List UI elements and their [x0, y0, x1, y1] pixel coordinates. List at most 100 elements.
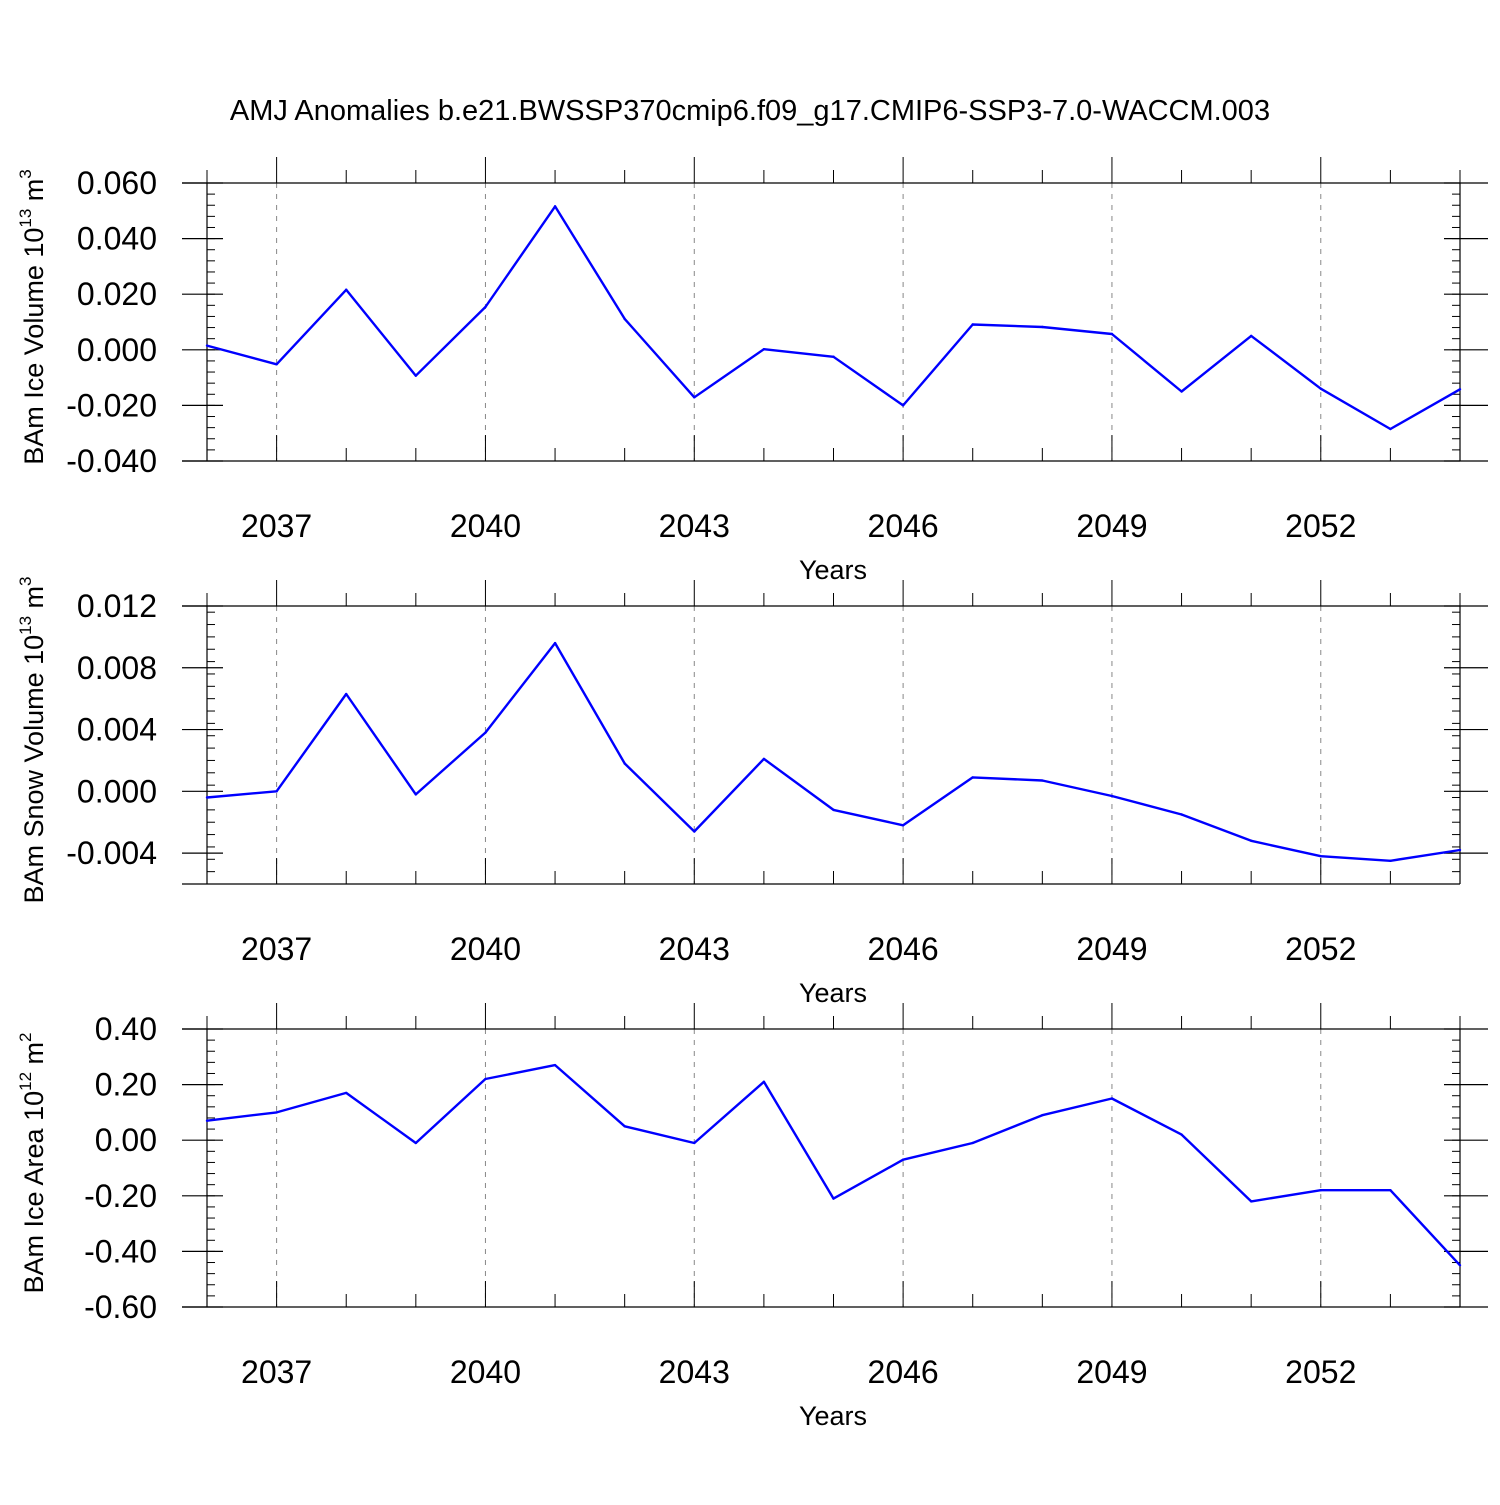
data-point: [693, 396, 696, 399]
data-point: [275, 790, 278, 793]
data-point: [1458, 388, 1462, 391]
y-tick-label: 0.000: [77, 332, 157, 368]
data-point: [693, 1141, 696, 1145]
x-tick-label: 2043: [659, 931, 730, 967]
chart-title: AMJ Anomalies b.e21.BWSSP370cmip6.f09_g1…: [230, 95, 1270, 127]
y-tick-label: -0.040: [66, 443, 157, 479]
y-axis-label-unit: m: [19, 179, 49, 209]
y-axis-label-unit: m: [19, 1042, 49, 1072]
x-axis-label: Years: [799, 1401, 867, 1431]
y-tick-label: -0.60: [84, 1289, 157, 1325]
data-point: [1249, 1200, 1253, 1203]
data-point: [1041, 779, 1044, 782]
data-point: [1041, 1113, 1044, 1117]
y-tick-label: -0.40: [84, 1233, 157, 1269]
x-tick-label: 2052: [1285, 508, 1356, 544]
x-tick-label: 2043: [659, 508, 730, 544]
data-point: [901, 824, 905, 827]
y-axis-label-unit-exponent: 2: [16, 1033, 35, 1042]
y-axis-label-main: BAm Snow Volume 10: [19, 635, 49, 904]
data-point: [1110, 794, 1114, 798]
y-tick-label: -0.20: [84, 1178, 157, 1214]
data-point: [345, 692, 348, 696]
data-point: [1389, 427, 1392, 431]
data-point: [553, 641, 557, 645]
data-point: [1319, 387, 1322, 390]
data-point: [345, 288, 348, 291]
chart-panel-2: -0.004 0.000 0.004 0.008 0.012 2037 2040 2043 20…: [16, 576, 1488, 1008]
data-point: [1319, 1189, 1322, 1192]
y-tick-label: 0.000: [77, 773, 157, 809]
chart-panels: -0.040 -0.020 0.000 0.020 0.040 0.060 2037 2040…: [16, 157, 1488, 1431]
y-axis-label-unit-exponent: 3: [16, 169, 35, 178]
y-tick-label: -0.020: [66, 387, 157, 423]
y-tick-label: 0.040: [77, 221, 157, 257]
data-point: [762, 1080, 766, 1084]
data-point: [205, 344, 209, 347]
data-point: [832, 355, 835, 358]
data-point: [762, 348, 766, 351]
y-axis-label: BAm Ice Area 1012 m2: [16, 1033, 49, 1294]
y-axis-label-main: BAm Ice Area 10: [19, 1091, 49, 1294]
x-tick-label: 2052: [1285, 931, 1356, 967]
x-tick-label: 2049: [1076, 508, 1147, 544]
x-axis-label: Years: [799, 555, 867, 585]
y-tick-label: 0.060: [77, 165, 157, 201]
data-point: [1319, 855, 1322, 858]
data-point: [971, 323, 974, 326]
y-axis-label-main: BAm Ice Volume 10: [19, 228, 49, 465]
data-point: [1041, 325, 1044, 329]
series-line-1: [206, 205, 1461, 431]
data-point: [1458, 1264, 1462, 1267]
y-axis-label-unit: m: [19, 586, 49, 616]
y-axis-label: BAm Ice Volume 1013 m3: [16, 169, 49, 465]
data-point: [1249, 334, 1253, 338]
y-axis-label: BAm Snow Volume 1013 m3: [16, 576, 49, 903]
data-point: [762, 757, 766, 761]
y-tick-label: 0.012: [77, 588, 157, 624]
data-point: [414, 793, 418, 796]
x-tick-label: 2043: [659, 1354, 730, 1390]
x-tick-label: 2040: [450, 931, 521, 967]
data-point: [832, 808, 835, 812]
data-point: [414, 374, 418, 377]
data-point: [623, 762, 626, 765]
series-line-3: [206, 1063, 1461, 1267]
y-axis-label-unit-exponent: 3: [16, 576, 35, 585]
data-point: [275, 363, 278, 366]
data-point: [205, 1119, 209, 1122]
y-tick-label: 0.008: [77, 650, 157, 686]
data-point: [623, 317, 626, 321]
data-point: [484, 1077, 487, 1081]
data-point: [1458, 848, 1462, 852]
data-point: [1249, 839, 1253, 842]
data-point: [901, 404, 905, 407]
chart-panel-1: -0.040 -0.020 0.000 0.020 0.040 0.060 2037 2040…: [16, 157, 1488, 585]
x-tick-label: 2046: [868, 508, 939, 544]
data-point: [901, 1158, 905, 1161]
x-axis-label: Years: [799, 978, 867, 1008]
data-point: [484, 731, 487, 734]
y-axis-label-exponent: 12: [16, 1072, 35, 1091]
data-point: [971, 776, 974, 779]
y-tick-label: 0.00: [95, 1122, 157, 1158]
data-point: [1389, 859, 1392, 863]
x-tick-label: 2049: [1076, 931, 1147, 967]
data-point: [275, 1111, 278, 1114]
data-point: [832, 1197, 835, 1200]
data-point: [1180, 1133, 1183, 1136]
x-tick-label: 2037: [241, 1354, 312, 1390]
x-tick-label: 2046: [868, 1354, 939, 1390]
x-tick-label: 2052: [1285, 1354, 1356, 1390]
y-axis-label-exponent: 13: [16, 209, 35, 228]
y-tick-label: 0.004: [77, 712, 157, 748]
data-point: [1180, 390, 1183, 393]
y-tick-label: 0.40: [95, 1011, 157, 1047]
data-point: [1110, 332, 1114, 336]
data-point: [623, 1125, 626, 1128]
data-point: [553, 205, 557, 208]
data-point: [205, 796, 209, 799]
x-tick-label: 2037: [241, 508, 312, 544]
chart-panel-3: -0.60 -0.40 -0.20 0.00 0.20 0.40 2037 2040 2043 2…: [16, 1003, 1488, 1431]
